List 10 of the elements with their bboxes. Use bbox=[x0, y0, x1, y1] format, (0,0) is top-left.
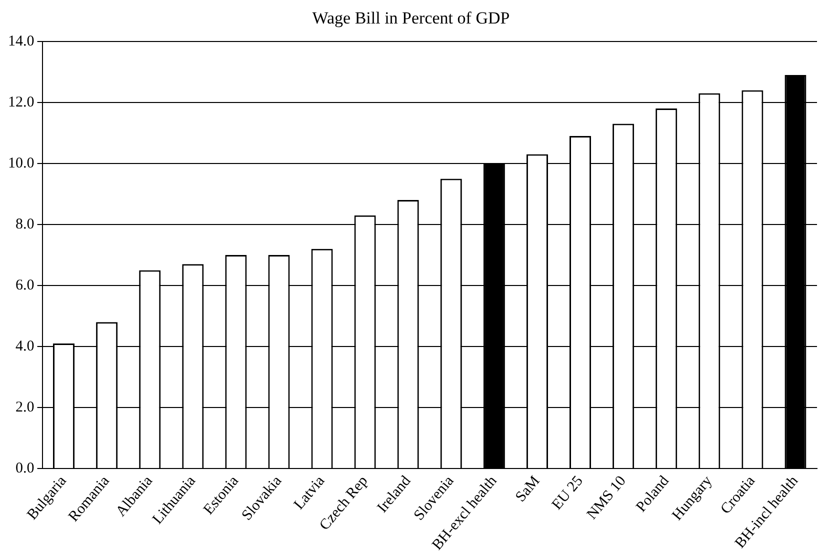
y-tick-label: 0.0 bbox=[16, 460, 34, 476]
y-tick-label: 2.0 bbox=[16, 399, 34, 416]
y-tick-label: 4.0 bbox=[16, 338, 34, 354]
y-tick-label: 8.0 bbox=[16, 216, 34, 232]
x-tick-label: EU 25 bbox=[549, 473, 586, 514]
y-tick-label: 12.0 bbox=[8, 94, 34, 110]
y-tick-label: 14.0 bbox=[8, 33, 34, 50]
y-tick-label: 6.0 bbox=[16, 277, 34, 294]
chart-title: Wage Bill in Percent of GDP bbox=[312, 8, 510, 28]
y-tick-label: 10.0 bbox=[8, 155, 34, 172]
